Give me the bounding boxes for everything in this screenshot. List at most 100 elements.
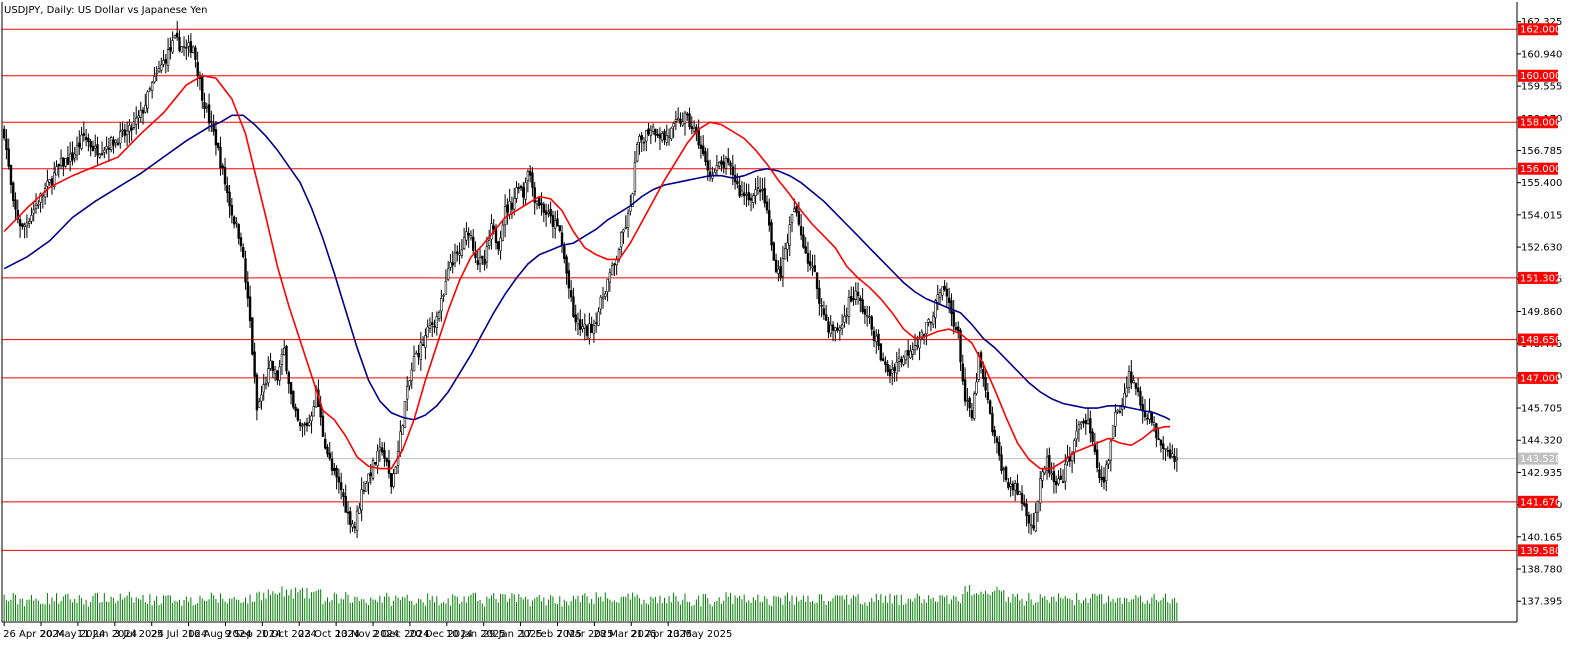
candle — [246, 271, 249, 307]
candle — [451, 250, 454, 274]
candle-body — [877, 333, 880, 346]
candle — [248, 285, 252, 328]
candle-body — [23, 224, 26, 228]
candle-body — [594, 322, 598, 324]
candle — [720, 156, 723, 172]
candle — [171, 31, 174, 54]
candle-body — [815, 272, 819, 290]
candle — [1164, 448, 1167, 461]
candle — [674, 110, 678, 131]
candle-body — [280, 354, 284, 365]
candle — [1102, 467, 1106, 490]
candle-body — [811, 266, 814, 269]
candle — [1161, 436, 1165, 460]
candle — [34, 193, 38, 214]
candle-body — [820, 304, 823, 307]
candle-body — [1007, 481, 1010, 489]
candle-body — [68, 153, 72, 162]
candle-body — [977, 355, 980, 380]
candle — [125, 121, 129, 147]
candle — [594, 312, 598, 333]
candle — [920, 329, 924, 341]
candle — [932, 311, 935, 328]
candle-body — [556, 218, 559, 227]
candle — [483, 250, 486, 271]
candle-body — [635, 143, 639, 162]
candle-body — [166, 49, 170, 66]
candle — [624, 215, 627, 230]
candle — [1109, 437, 1113, 472]
candle-body — [141, 109, 145, 114]
candle-body — [276, 370, 279, 381]
y-tick-label: 160.940 — [1521, 49, 1562, 60]
candle — [207, 93, 211, 132]
candle-body — [342, 492, 345, 497]
candle-body — [444, 281, 448, 295]
candle — [804, 237, 807, 254]
candle-body — [499, 237, 502, 252]
candle — [861, 288, 864, 314]
candle — [1048, 447, 1051, 478]
candle — [230, 197, 234, 224]
candle-body — [308, 422, 311, 426]
candle — [740, 180, 744, 198]
candle — [59, 149, 63, 170]
candle-body — [1013, 483, 1017, 491]
candle — [232, 215, 236, 229]
candle-body — [1064, 463, 1067, 482]
candle-body — [109, 137, 113, 150]
level-label: 160.000 — [1520, 71, 1561, 82]
candle-body — [1023, 502, 1026, 506]
candle-body — [221, 165, 224, 168]
candle-body — [251, 317, 254, 355]
level-label-bg — [1518, 371, 1558, 384]
candle-body — [947, 297, 951, 303]
candle — [82, 121, 86, 142]
candle-body — [153, 76, 156, 83]
candle-body — [957, 326, 960, 332]
candle-body — [993, 429, 996, 437]
candle — [109, 135, 113, 153]
candle — [690, 116, 694, 135]
candle — [749, 193, 753, 212]
candle — [105, 136, 108, 155]
candle-body — [358, 507, 361, 514]
candle — [1157, 428, 1160, 441]
candle — [355, 505, 359, 538]
candle-body — [610, 265, 614, 276]
candle-body — [1043, 468, 1046, 474]
candle-body — [1002, 468, 1005, 470]
candle-body — [139, 110, 142, 118]
candle-body — [642, 141, 646, 144]
candle — [269, 352, 272, 371]
level-label-bg — [1518, 495, 1558, 508]
candle-body — [207, 104, 211, 124]
candle-body — [121, 129, 124, 132]
candle — [904, 350, 908, 365]
current-price-label-bg — [1518, 452, 1558, 465]
candle — [906, 339, 910, 368]
candle-body — [1102, 476, 1106, 483]
candle-body — [150, 82, 154, 91]
candle — [795, 205, 798, 217]
candle-body — [87, 137, 90, 142]
ma-slow-line — [3, 114, 1171, 421]
candle — [779, 257, 782, 281]
candle — [758, 177, 762, 202]
candle-body — [303, 423, 306, 426]
candle — [1132, 375, 1135, 384]
candle — [14, 192, 17, 222]
candle — [854, 282, 857, 305]
candle — [153, 66, 156, 84]
x-tick-label: 1 Oct 2024 — [261, 629, 316, 640]
candle-body — [606, 278, 609, 293]
candle-body — [1057, 478, 1060, 484]
candle-body — [1004, 466, 1008, 480]
candle-body — [253, 351, 256, 377]
candle-body — [758, 189, 762, 193]
candle — [194, 45, 197, 68]
candle — [601, 286, 605, 309]
candle-body — [572, 296, 575, 317]
